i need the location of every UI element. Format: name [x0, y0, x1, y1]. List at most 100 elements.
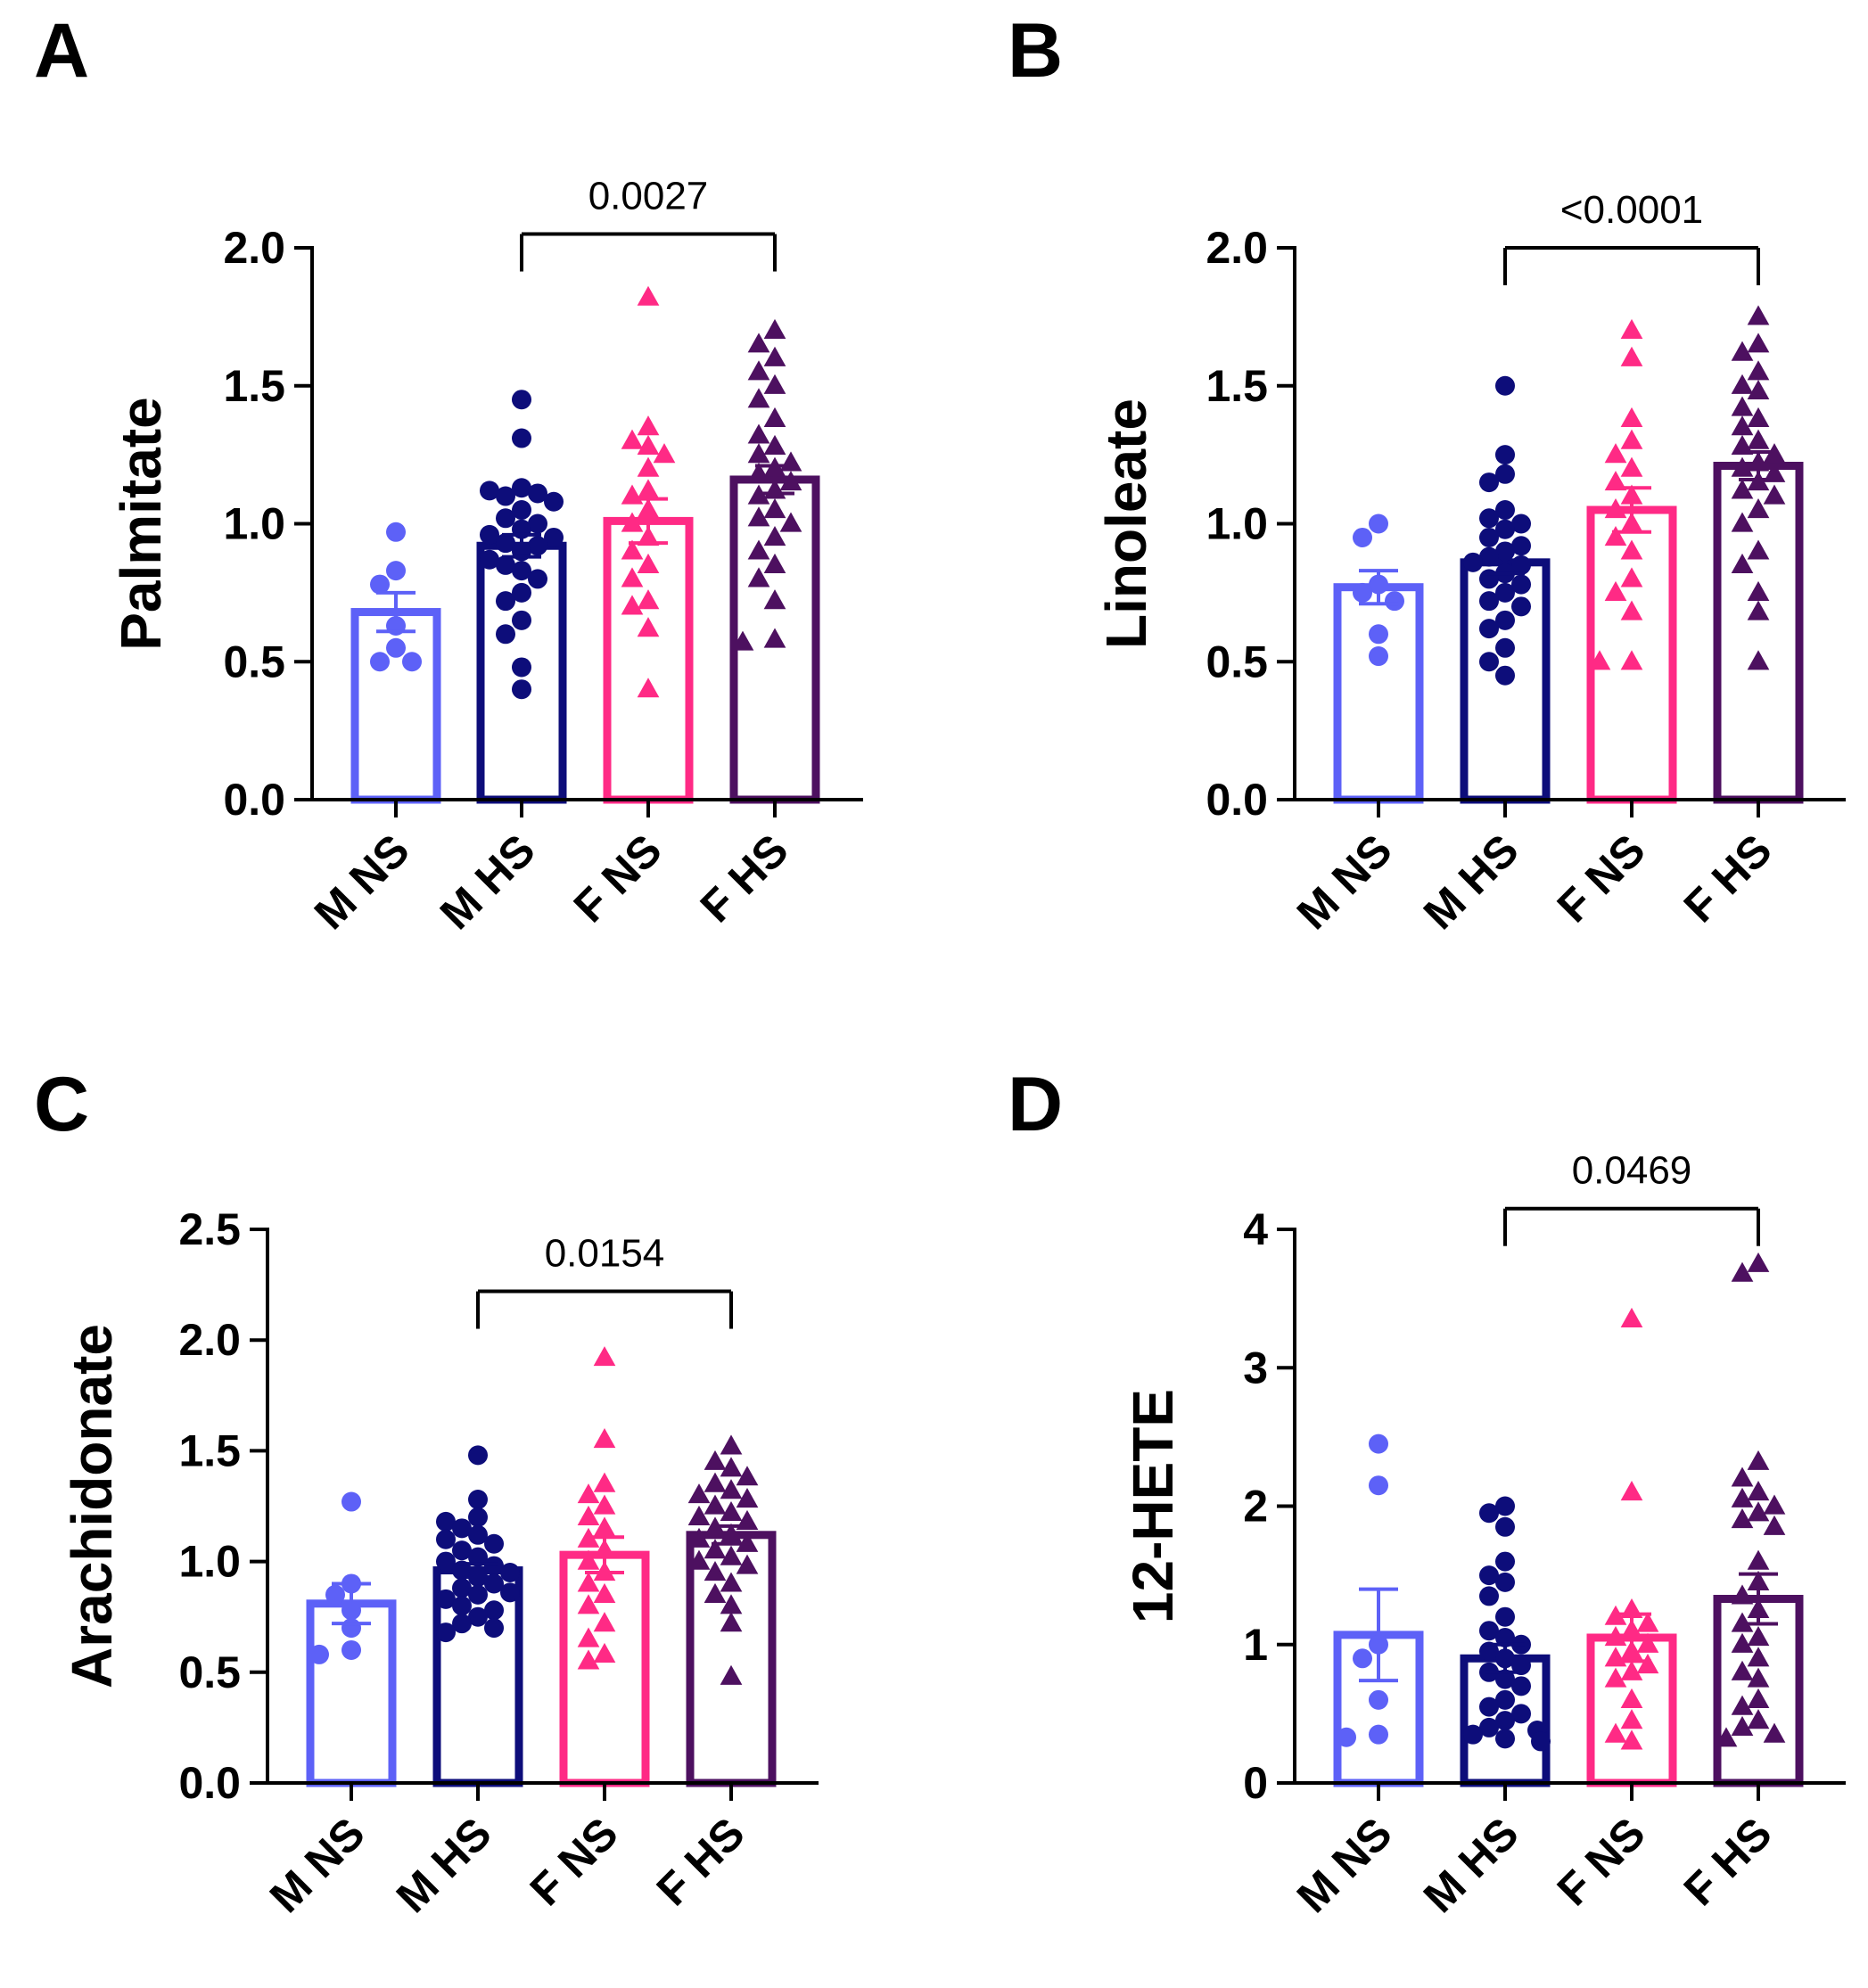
data-point-m-hs [1479, 1717, 1499, 1737]
x-tick-label-f-hs: F HS [691, 825, 798, 932]
data-point-m-hs [1495, 1606, 1515, 1627]
series-f-hs-panel-a [729, 318, 820, 804]
data-point-f-hs [763, 553, 786, 574]
data-point-f-hs [1731, 415, 1754, 436]
data-point-m-hs [436, 1589, 456, 1609]
data-point-f-hs [763, 407, 786, 427]
data-point-f-ns [577, 1627, 600, 1647]
data-point-m-hs [452, 1578, 472, 1598]
data-point-m-hs [436, 1511, 456, 1532]
data-point-m-hs [1495, 665, 1515, 686]
data-point-m-hs [1495, 1689, 1515, 1710]
data-point-f-hs [747, 462, 770, 482]
data-point-f-ns [1620, 1307, 1643, 1328]
data-point-f-hs [763, 374, 786, 394]
data-point-f-ns [577, 1649, 600, 1670]
data-point-f-ns [577, 1549, 600, 1570]
data-point-m-hs [1511, 596, 1531, 617]
data-point-f-hs [704, 1582, 727, 1603]
data-point-f-ns [637, 285, 660, 306]
series-m-ns-panel-c [306, 1491, 397, 1787]
data-point-f-ns [1620, 346, 1643, 366]
x-tick-label-f-ns: F NS [1548, 1808, 1655, 1915]
data-point-m-hs [496, 533, 515, 554]
data-point-f-hs [720, 1500, 743, 1522]
data-point-f-ns [1620, 600, 1643, 620]
data-point-m-hs [480, 524, 499, 545]
data-point-f-ns [577, 1483, 600, 1504]
data-point-m-hs [484, 1600, 504, 1621]
data-point-m-hs [1495, 500, 1515, 521]
data-point-f-hs [1731, 512, 1754, 532]
data-point-m-hs [1479, 472, 1499, 493]
data-point-m-hs [1479, 1641, 1499, 1662]
data-point-f-ns [621, 539, 644, 560]
series-m-ns-panel-d [1333, 1433, 1424, 1787]
y-tick-label: 0.5 [1206, 637, 1268, 686]
data-point-f-hs [704, 1561, 727, 1581]
x-tick-label-m-hs: M HS [1414, 1808, 1528, 1922]
significance-bracket: 0.0027 [520, 175, 777, 272]
data-point-f-hs [687, 1549, 711, 1570]
x-tick-label-f-ns: F NS [1548, 825, 1655, 932]
data-point-f-ns [1620, 429, 1643, 449]
data-point-m-ns [1369, 513, 1388, 534]
y-tick-label: 0.5 [178, 1647, 241, 1697]
data-point-f-hs [1747, 539, 1770, 560]
y-tick-label: 2 [1243, 1482, 1268, 1532]
y-tick-label: 1.5 [178, 1425, 241, 1475]
data-point-f-hs [1747, 1625, 1770, 1647]
data-point-f-hs [720, 1545, 743, 1565]
data-point-m-hs [1479, 619, 1499, 639]
x-tick-label-f-ns: F NS [564, 825, 671, 932]
data-point-m-hs [1479, 1503, 1499, 1524]
data-point-f-hs [1731, 396, 1754, 416]
data-point-f-hs [736, 1554, 759, 1574]
data-point-f-hs [1731, 456, 1754, 477]
data-point-m-hs [436, 1622, 456, 1643]
data-point-m-hs [452, 1614, 472, 1634]
y-tick-label: 1.5 [1206, 361, 1268, 411]
data-point-f-hs [1747, 1647, 1770, 1667]
data-point-f-ns [577, 1572, 600, 1592]
data-point-f-hs [736, 1466, 759, 1486]
data-point-f-hs [704, 1472, 727, 1492]
data-point-m-hs [1531, 1731, 1551, 1752]
data-point-m-ns [386, 561, 406, 581]
data-point-f-hs [1763, 1722, 1786, 1743]
data-point-f-hs [1763, 462, 1786, 482]
chart-panel-b: 0.0 0.5 1.0 1.5 2.0 M NS M HS F NS F HS Linoleate… [1094, 188, 1846, 939]
data-point-m-hs [484, 1618, 504, 1639]
x-tick-label-f-hs: F HS [647, 1808, 754, 1915]
x-tick-label-f-hs: F HS [1675, 825, 1782, 932]
data-point-m-hs [512, 610, 531, 630]
data-point-f-ns [1604, 498, 1627, 519]
data-point-f-hs [779, 512, 802, 532]
data-point-m-ns [370, 574, 390, 595]
data-point-m-hs [468, 1606, 488, 1627]
data-point-m-hs [512, 582, 531, 603]
chart-panel-a: 0.0 0.5 1.0 1.5 2.0 M NS M HS F NS F HS Palmitate… [109, 175, 863, 939]
data-point-m-hs [528, 513, 547, 534]
data-point-m-ns [1369, 1689, 1388, 1710]
data-point-f-ns [637, 479, 660, 499]
data-point-f-hs [747, 388, 770, 408]
y-axis-title: Linoleate [1094, 398, 1158, 649]
data-point-f-ns [1620, 456, 1643, 477]
series-m-hs-panel-b [1460, 375, 1551, 804]
data-point-f-hs [1747, 429, 1770, 449]
data-point-f-ns [637, 434, 660, 455]
data-point-f-hs [687, 1483, 711, 1504]
data-point-m-hs [484, 1556, 504, 1576]
data-point-m-hs [1495, 1572, 1515, 1592]
data-point-m-ns [1353, 582, 1372, 603]
data-point-m-hs [1463, 552, 1483, 572]
data-point-m-hs [1495, 610, 1515, 630]
data-point-f-ns [593, 1582, 616, 1603]
data-point-f-hs [1731, 1632, 1754, 1653]
data-point-f-hs [1731, 374, 1754, 394]
data-point-f-hs [720, 1457, 743, 1477]
data-point-f-ns [1604, 1722, 1627, 1743]
data-point-m-ns [402, 652, 422, 672]
